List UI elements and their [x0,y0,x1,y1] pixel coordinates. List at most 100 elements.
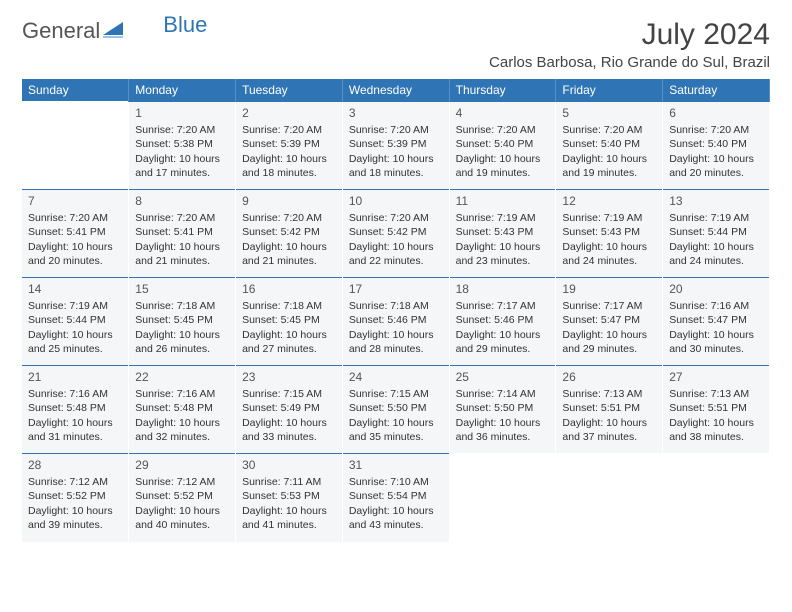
day-number: 9 [242,193,336,209]
day-number: 10 [349,193,443,209]
sunrise-text: Sunrise: 7:13 AM [669,387,763,401]
sunrise-text: Sunrise: 7:20 AM [349,123,443,137]
daylight-text: Daylight: 10 hours and 39 minutes. [28,504,122,532]
daylight-text: Daylight: 10 hours and 27 minutes. [242,328,336,356]
day-number: 30 [242,457,336,473]
calendar-cell: 7Sunrise: 7:20 AMSunset: 5:41 PMDaylight… [22,190,129,278]
sunset-text: Sunset: 5:40 PM [456,137,550,151]
sunset-text: Sunset: 5:39 PM [349,137,443,151]
daylight-text: Daylight: 10 hours and 25 minutes. [28,328,122,356]
calendar-cell: 29Sunrise: 7:12 AMSunset: 5:52 PMDayligh… [129,454,236,542]
sunset-text: Sunset: 5:50 PM [456,401,550,415]
calendar-cell [663,454,770,542]
sunset-text: Sunset: 5:43 PM [456,225,550,239]
sunset-text: Sunset: 5:41 PM [28,225,122,239]
day-header: Saturday [663,79,770,102]
day-number: 14 [28,281,122,297]
sunset-text: Sunset: 5:48 PM [28,401,122,415]
sunrise-text: Sunrise: 7:10 AM [349,475,443,489]
sunrise-text: Sunrise: 7:20 AM [242,123,336,137]
daylight-text: Daylight: 10 hours and 31 minutes. [28,416,122,444]
calendar-cell: 22 Sunrise: 7:16 AMSunset: 5:48 PMDayligh… [129,366,236,454]
daylight-text: Daylight: 10 hours and 19 minutes. [456,152,550,180]
logo-text-general: General [22,18,100,44]
calendar-row: 28 Sunrise: 7:12 AMSunset: 5:52 PM Dayligh… [22,454,770,542]
calendar-cell: 12Sunrise: 7:19 AMSunset: 5:43 PMDayligh… [556,190,663,278]
sunset-text: Sunset: 5:51 PM [669,401,763,415]
sunset-text: Sunset: 5:51 PM [562,401,656,415]
day-header: Thursday [449,79,556,102]
sunrise-text: Sunrise: 7:20 AM [242,211,336,225]
calendar-cell: 25Sunrise: 7:14 AMSunset: 5:50 PMDayligh… [449,366,556,454]
day-number: 15 [135,281,229,297]
day-header: Tuesday [236,79,343,102]
daylight-text: Daylight: 10 hours and 35 minutes. [349,416,443,444]
calendar-cell: 31Sunrise: 7:10 AMSunset: 5:54 PMDayligh… [342,454,449,542]
sunrise-text: Sunrise: 7:17 AM [562,299,656,313]
day-number: 19 [562,281,656,297]
calendar-cell [449,454,556,542]
calendar-cell: 30Sunrise: 7:11 AMSunset: 5:53 PMDayligh… [236,454,343,542]
daylight-text: Daylight: 10 hours and 24 minutes. [562,240,656,268]
daylight-text: Daylight: 10 hours and 28 minutes. [349,328,443,356]
daylight-text: Daylight: 10 hours and 36 minutes. [456,416,550,444]
month-title: July 2024 [489,18,770,52]
daylight-text: Daylight: 10 hours and 37 minutes. [562,416,656,444]
sunrise-text: Sunrise: 7:20 AM [349,211,443,225]
day-number: 28 [28,457,122,473]
daylight-text: Daylight: 10 hours and 29 minutes. [562,328,656,356]
calendar-cell [556,454,663,542]
calendar-body: 1Sunrise: 7:20 AMSunset: 5:38 PMDaylight… [22,102,770,542]
calendar-cell: 1Sunrise: 7:20 AMSunset: 5:38 PMDaylight… [129,102,236,190]
sunset-text: Sunset: 5:46 PM [349,313,443,327]
sunrise-text: Sunrise: 7:18 AM [349,299,443,313]
day-number: 1 [135,105,229,121]
daylight-text: Daylight: 10 hours and 26 minutes. [135,328,229,356]
day-number: 3 [349,105,443,121]
calendar-table: SundayMondayTuesdayWednesdayThursdayFrid… [22,79,770,542]
day-header: Wednesday [342,79,449,102]
day-number: 20 [669,281,763,297]
sunset-text: Sunset: 5:44 PM [28,313,122,327]
day-number: 31 [349,457,443,473]
daylight-text: Daylight: 10 hours and 18 minutes. [349,152,443,180]
sunrise-text: Sunrise: 7:15 AM [242,387,336,401]
sunset-text: Sunset: 5:48 PM [135,401,229,415]
calendar-cell: 13Sunrise: 7:19 AMSunset: 5:44 PMDayligh… [663,190,770,278]
daylight-text: Daylight: 10 hours and 32 minutes. [135,416,229,444]
calendar-cell: 23Sunrise: 7:15 AMSunset: 5:49 PMDayligh… [236,366,343,454]
day-header: Monday [129,79,236,102]
day-number: 24 [349,369,443,385]
sunset-text: Sunset: 5:40 PM [562,137,656,151]
sunrise-text: Sunrise: 7:20 AM [456,123,550,137]
sunrise-text: Sunrise: 7:19 AM [669,211,763,225]
sunrise-text: Sunrise: 7:12 AM [135,475,229,489]
day-header: Friday [556,79,663,102]
day-number: 22 [135,369,229,385]
sunrise-text: Sunrise: 7:20 AM [669,123,763,137]
sunrise-text: Sunrise: 7:20 AM [135,123,229,137]
day-number: 7 [28,193,122,209]
page-header: General Blue July 2024 Carlos Barbosa, R… [22,18,770,71]
calendar-row: 14Sunrise: 7:19 AMSunset: 5:44 PMDayligh… [22,278,770,366]
day-number: 2 [242,105,336,121]
day-number: 18 [456,281,550,297]
sunrise-text: Sunrise: 7:20 AM [28,211,122,225]
sunset-text: Sunset: 5:52 PM [135,489,229,503]
sunrise-text: Sunrise: 7:15 AM [349,387,443,401]
calendar-cell: 10Sunrise: 7:20 AMSunset: 5:42 PMDayligh… [342,190,449,278]
calendar-cell: 11Sunrise: 7:19 AMSunset: 5:43 PMDayligh… [449,190,556,278]
sunset-text: Sunset: 5:40 PM [669,137,763,151]
sunrise-text: Sunrise: 7:16 AM [135,387,229,401]
day-number: 25 [456,369,550,385]
calendar-cell [22,102,129,190]
calendar-cell: 18Sunrise: 7:17 AMSunset: 5:46 PMDayligh… [449,278,556,366]
logo-text-blue: Blue [163,12,207,38]
sunrise-text: Sunrise: 7:20 AM [135,211,229,225]
sunrise-text: Sunrise: 7:16 AM [669,299,763,313]
day-number: 4 [456,105,550,121]
calendar-cell: 9Sunrise: 7:20 AMSunset: 5:42 PMDaylight… [236,190,343,278]
day-number: 27 [669,369,763,385]
day-number: 23 [242,369,336,385]
daylight-text: Daylight: 10 hours and 22 minutes. [349,240,443,268]
